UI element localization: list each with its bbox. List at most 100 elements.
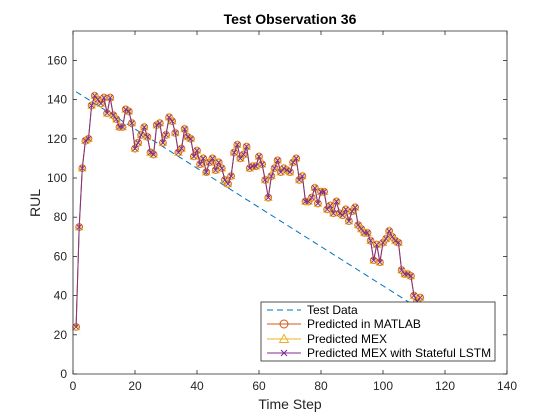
chart-title: Test Observation 36 xyxy=(224,11,357,27)
data-point-triangle xyxy=(208,153,217,162)
data-point-triangle xyxy=(313,198,323,207)
data-point-x xyxy=(107,94,113,101)
data-point-x xyxy=(253,163,259,169)
data-point-x xyxy=(324,206,330,213)
legend-entry-predicted-mex-lstm: Predicted MEX with Stateful LSTM xyxy=(267,346,491,360)
data-point-x xyxy=(358,226,365,232)
x-tick-label: 80 xyxy=(314,379,328,393)
data-point-triangle xyxy=(158,137,168,146)
data-point-triangle xyxy=(356,224,366,233)
legend-entry-predicted-mex: Predicted MEX xyxy=(267,332,387,346)
ticks-layer: 0 20 40 60 80 100 120 140 0 20 40 60 80 100 120 140 160 xyxy=(47,31,517,393)
legend-label-predicted-mex: Predicted MEX xyxy=(307,332,387,346)
data-point-triangle xyxy=(387,232,397,241)
data-point-triangle xyxy=(177,143,186,152)
data-point-x xyxy=(209,155,216,162)
legend-marker-triangle xyxy=(278,333,290,343)
data-point-x xyxy=(281,165,287,171)
y-tick-label: 80 xyxy=(54,210,68,224)
series-layer xyxy=(71,90,425,331)
data-point-x xyxy=(95,96,101,103)
data-point-x xyxy=(336,210,343,216)
data-point-triangle xyxy=(102,108,112,117)
data-point-x xyxy=(126,108,132,115)
data-point-x xyxy=(113,116,120,122)
data-point-x xyxy=(287,169,293,175)
data-point-x xyxy=(175,149,182,156)
legend-label-predicted-mex-lstm: Predicted MEX with Stateful LSTM xyxy=(307,346,491,360)
data-point-x xyxy=(160,140,166,146)
data-point-triangle xyxy=(167,116,177,125)
data-point-x xyxy=(284,167,290,173)
data-point-x xyxy=(225,181,231,187)
data-point-triangle xyxy=(263,192,273,201)
data-point-x xyxy=(312,185,318,191)
data-point-triangle xyxy=(375,257,385,266)
y-tick-label: 40 xyxy=(54,289,68,303)
y-axis-label: RUL xyxy=(27,189,43,217)
data-point-x xyxy=(163,132,169,138)
data-point-x xyxy=(82,138,89,144)
data-point-x xyxy=(79,165,86,171)
data-point-triangle xyxy=(201,167,211,176)
legend-box xyxy=(260,301,496,362)
x-tick-label: 100 xyxy=(373,379,393,393)
x-tick-label: 60 xyxy=(252,379,266,393)
x-tick-label: 120 xyxy=(435,379,455,393)
data-point-triangle xyxy=(214,157,224,166)
data-point-x xyxy=(367,238,374,244)
data-point-x xyxy=(85,136,92,142)
data-point-x xyxy=(184,134,191,140)
data-point-x xyxy=(197,161,203,167)
data-point-x xyxy=(349,208,355,215)
data-point-triangle xyxy=(183,132,193,141)
data-point-x xyxy=(153,122,160,128)
data-point-x xyxy=(333,198,340,205)
y-tick-label: 120 xyxy=(47,132,67,146)
data-point-x xyxy=(405,271,411,277)
data-point-x xyxy=(299,173,306,179)
data-point-x xyxy=(374,241,380,248)
data-point-triangle xyxy=(130,143,140,152)
data-point-x xyxy=(392,238,399,244)
data-point-x xyxy=(240,151,247,158)
data-point-x xyxy=(200,155,206,162)
y-tick-label: 100 xyxy=(47,171,67,185)
data-point-triangle xyxy=(220,175,230,184)
data-point-x xyxy=(228,173,234,179)
data-point-x xyxy=(327,202,334,209)
data-point-triangle xyxy=(279,163,289,172)
data-point-triangle xyxy=(205,157,214,166)
legend-marker-circle xyxy=(279,319,289,329)
data-point-x xyxy=(305,198,312,205)
data-point-x xyxy=(290,159,296,166)
data-point-x xyxy=(380,239,386,246)
data-point-x xyxy=(377,259,383,265)
data-point-triangle xyxy=(133,137,143,146)
data-point-x xyxy=(157,120,163,126)
data-point-x xyxy=(352,204,358,211)
data-point-triangle xyxy=(211,165,220,174)
data-point-x xyxy=(389,234,396,240)
data-point-triangle xyxy=(353,220,363,229)
data-point-x xyxy=(386,228,392,234)
data-point-triangle xyxy=(329,208,338,217)
data-point-x xyxy=(370,257,377,264)
data-point-x xyxy=(203,169,210,175)
data-point-x xyxy=(91,92,98,99)
data-point-x xyxy=(321,189,327,195)
data-point-x xyxy=(172,130,179,136)
data-point-x xyxy=(293,155,299,162)
data-point-triangle xyxy=(273,155,282,164)
data-point-x xyxy=(219,165,225,171)
data-point-triangle xyxy=(239,149,248,158)
data-point-x xyxy=(194,147,200,154)
data-point-triangle xyxy=(341,204,351,213)
data-point-x xyxy=(395,239,402,246)
data-point-triangle xyxy=(161,130,171,139)
data-point-triangle xyxy=(236,153,245,162)
data-point-x xyxy=(259,161,265,167)
data-point-x xyxy=(119,124,126,130)
data-point-triangle xyxy=(369,255,379,264)
